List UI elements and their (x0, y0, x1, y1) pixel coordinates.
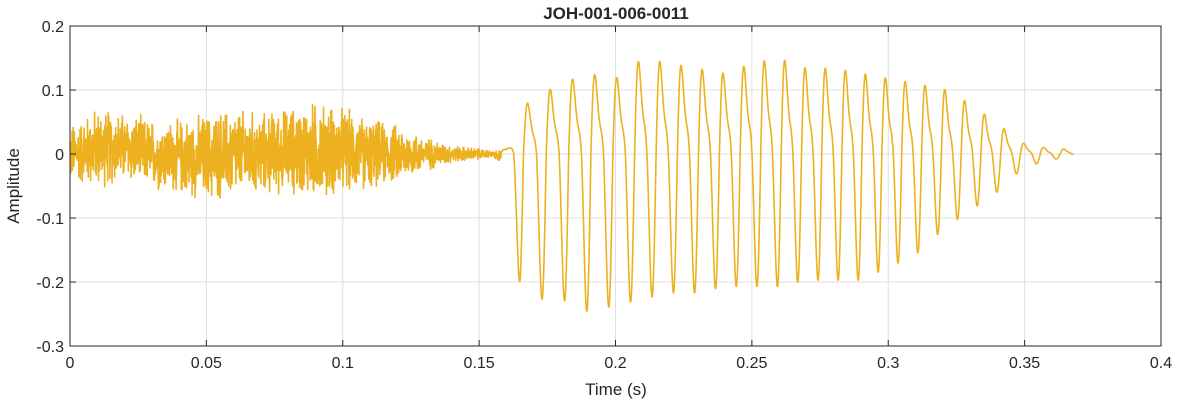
y-tick-label: 0 (55, 147, 64, 164)
x-tick-label: 0.15 (464, 355, 495, 372)
x-tick-label: 0.25 (736, 355, 767, 372)
signal-waveform-line (69, 59, 1075, 312)
y-axis-ticks: -0.3 -0.2 -0.1 0 0.1 0.2 (36, 19, 1161, 356)
x-axis-label: Time (s) (585, 380, 647, 399)
y-tick-label: -0.2 (36, 275, 64, 292)
x-tick-label: 0.05 (191, 355, 222, 372)
y-tick-label: 0.2 (42, 19, 64, 36)
chart-title: JOH-001-006-0011 (543, 4, 689, 23)
signal-layer (69, 59, 1075, 312)
x-tick-label: 0.3 (877, 355, 899, 372)
y-axis-label: Amplitude (4, 148, 23, 224)
x-tick-label: 0.2 (604, 355, 626, 372)
y-tick-label: 0.1 (42, 83, 64, 100)
x-tick-label: 0.4 (1150, 355, 1172, 372)
y-tick-label: -0.1 (36, 211, 64, 228)
y-tick-label: -0.3 (36, 339, 64, 356)
x-axis-ticks: 0 0.05 0.1 0.15 0.2 0.25 0.3 0.35 0.4 (66, 26, 1172, 372)
x-tick-label: 0.35 (1009, 355, 1040, 372)
x-tick-label: 0 (66, 355, 75, 372)
x-tick-label: 0.1 (332, 355, 354, 372)
